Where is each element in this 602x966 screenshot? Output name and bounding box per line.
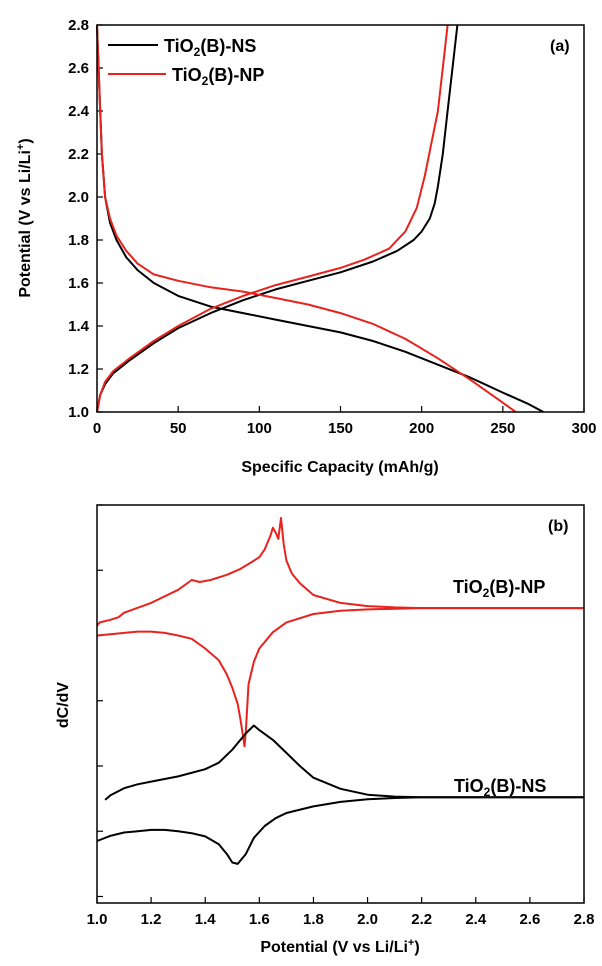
panel-a-plot-frame: [96, 24, 585, 413]
panel-b-series-0-charge-curve: [96, 517, 584, 627]
panel-b-x-tick-label: 1.0: [87, 911, 108, 928]
panel-b-x-tick-label: 2.0: [357, 911, 378, 928]
panel-a-y-tick-label: 1.8: [68, 232, 89, 249]
panel-b-y-axis-label: dC/dV: [55, 682, 72, 729]
panel-b-x-tick-label: 2.2: [411, 911, 432, 928]
panel-a-y-tick-label: 1.0: [68, 404, 89, 421]
panel-b-curves: [96, 517, 584, 865]
panel-a-series-1-charge-curve: [96, 24, 449, 413]
panel-b-x-tick-label: 1.4: [195, 911, 217, 928]
panel-a-series-0-discharge-curve: [96, 24, 544, 413]
panel-a-x-tick-label: 300: [571, 420, 596, 437]
panel-a-series-0-charge-curve: [96, 24, 459, 413]
series-label-ns: TiO2(B)-NS: [454, 776, 546, 799]
legend-label-np: TiO2(B)-NP: [172, 65, 264, 88]
panel-b-plot-frame: [96, 504, 585, 904]
panel-a-y-tick-label: 1.4: [68, 318, 90, 335]
panel-a-legend: TiO2(B)-NS TiO2(B)-NP: [108, 36, 264, 88]
panel-a-x-tick-label: 150: [328, 420, 353, 437]
panel-b-chart: 1.0 1.2 1.4 1.6 1.8 2.0 2.2 2.4 2.6 2.8 (b) Poten…: [55, 504, 595, 956]
panel-a-y-tick-label: 2.6: [68, 60, 89, 77]
panel-b-x-tick-label: 2.6: [519, 911, 540, 928]
panel-a-x-axis-label: Specific Capacity (mAh/g): [241, 459, 438, 476]
panel-b-series-0-discharge-curve: [96, 607, 584, 748]
panel-a-x-tick-label: 0: [93, 420, 101, 437]
panel-a-y-tick-label: 1.6: [68, 275, 89, 292]
legend-label-ns: TiO2(B)-NS: [164, 36, 256, 59]
panel-a-x-tick-label: 200: [409, 420, 434, 437]
panel-b-x-tick-label: 1.2: [141, 911, 162, 928]
panel-a-ticks: 0 50 100 150 200 250 300 1.0 1.2 1.4 1.6 1.8 2.0 2.2 2…: [68, 17, 596, 437]
panel-a-y-axis-label: Potential (V vs Li/Li+): [15, 138, 34, 297]
panel-a-x-tick-label: 250: [490, 420, 515, 437]
panel-a-label: (a): [550, 38, 570, 55]
panel-b-x-tick-label: 2.8: [574, 911, 595, 928]
panel-a-curves: [96, 24, 544, 413]
panel-a-y-tick-label: 2.2: [68, 146, 89, 163]
panel-b-ticks: 1.0 1.2 1.4 1.6 1.8 2.0 2.2 2.4 2.6 2.8: [87, 504, 595, 928]
panel-a-y-tick-label: 1.2: [68, 361, 89, 378]
panel-b-x-tick-label: 1.6: [249, 911, 270, 928]
panel-a-y-tick-label: 2.8: [68, 17, 89, 34]
panel-a-y-tick-label: 2.4: [68, 103, 90, 120]
panel-a-series-1-discharge-curve: [96, 24, 517, 413]
panel-a-y-tick-label: 2.0: [68, 189, 89, 206]
panel-a-x-tick-label: 100: [247, 420, 272, 437]
panel-b-x-axis-label: Potential (V vs Li/Li+): [260, 937, 419, 956]
panel-b-x-tick-label: 2.4: [465, 911, 487, 928]
panel-a-x-tick-label: 50: [170, 420, 187, 437]
panel-a-chart: 0 50 100 150 200 250 300 1.0 1.2 1.4 1.6 1.8 2.0 2.2 2…: [15, 17, 597, 476]
panel-b-series-1-discharge-curve: [96, 796, 584, 865]
series-label-np: TiO2(B)-NP: [453, 577, 545, 600]
panel-b-x-tick-label: 1.8: [303, 911, 324, 928]
panel-b-label: (b): [548, 518, 568, 535]
